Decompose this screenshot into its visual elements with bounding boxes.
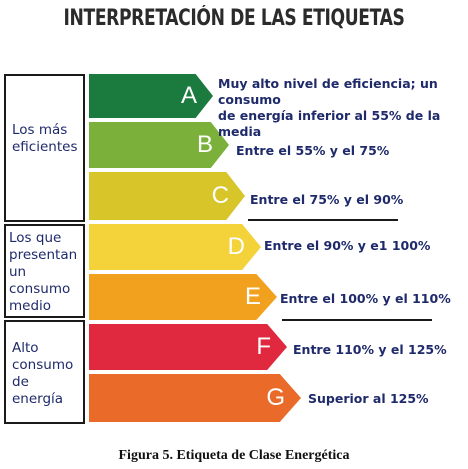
energy-class-letter-c: C xyxy=(211,182,229,209)
figure-caption: Figura 5. Etiqueta de Clase Energética xyxy=(118,448,350,463)
energy-class-letter-f: F xyxy=(256,333,271,360)
page-title: INTERPRETACIÓN DE LAS ETIQUETAS xyxy=(63,6,405,31)
energy-bar-g: G xyxy=(89,374,301,422)
group-label-high-consumption: Alto consumo de energía xyxy=(12,340,74,407)
group-label-medium-consumption: Los que presentan un consumo medio xyxy=(9,230,78,314)
energy-bar-c: C xyxy=(89,172,245,220)
group-separator-2 xyxy=(282,319,432,321)
energy-class-description-c: Entre el 75% y el 90% xyxy=(250,192,404,207)
group-box-medium-consumption: Los que presentan un consumo medio xyxy=(4,224,85,318)
energy-bar-e: E xyxy=(89,274,277,320)
energy-bar-f: F xyxy=(89,324,287,370)
energy-bar-a: A xyxy=(89,74,213,118)
group-box-high-consumption: Alto consumo de energía xyxy=(4,320,85,424)
energy-bar-b: B xyxy=(89,122,229,168)
energy-class-description-f: Entre 110% y el 125% xyxy=(293,342,447,357)
energy-class-description-g: Superior al 125% xyxy=(308,391,429,406)
energy-class-description-e: Entre el 100% y el 110% xyxy=(280,291,451,306)
energy-class-letter-b: B xyxy=(196,131,213,158)
energy-class-description-d: Entre el 90% y e1 100% xyxy=(264,238,431,253)
energy-class-description-b: Entre el 55% y el 75% xyxy=(236,143,390,158)
energy-bar-d: D xyxy=(89,224,261,270)
group-box-most-efficient: Los más eficientes xyxy=(4,74,85,222)
energy-class-letter-d: D xyxy=(227,233,245,260)
group-label-most-efficient: Los más eficientes xyxy=(12,122,78,155)
energy-class-letter-e: E xyxy=(244,283,261,310)
energy-class-letter-g: G xyxy=(266,384,285,411)
energy-class-description-a: Muy alto nivel de eficiencia; un consumo… xyxy=(218,76,441,139)
group-separator-1 xyxy=(248,219,398,221)
energy-class-letter-a: A xyxy=(180,82,197,109)
